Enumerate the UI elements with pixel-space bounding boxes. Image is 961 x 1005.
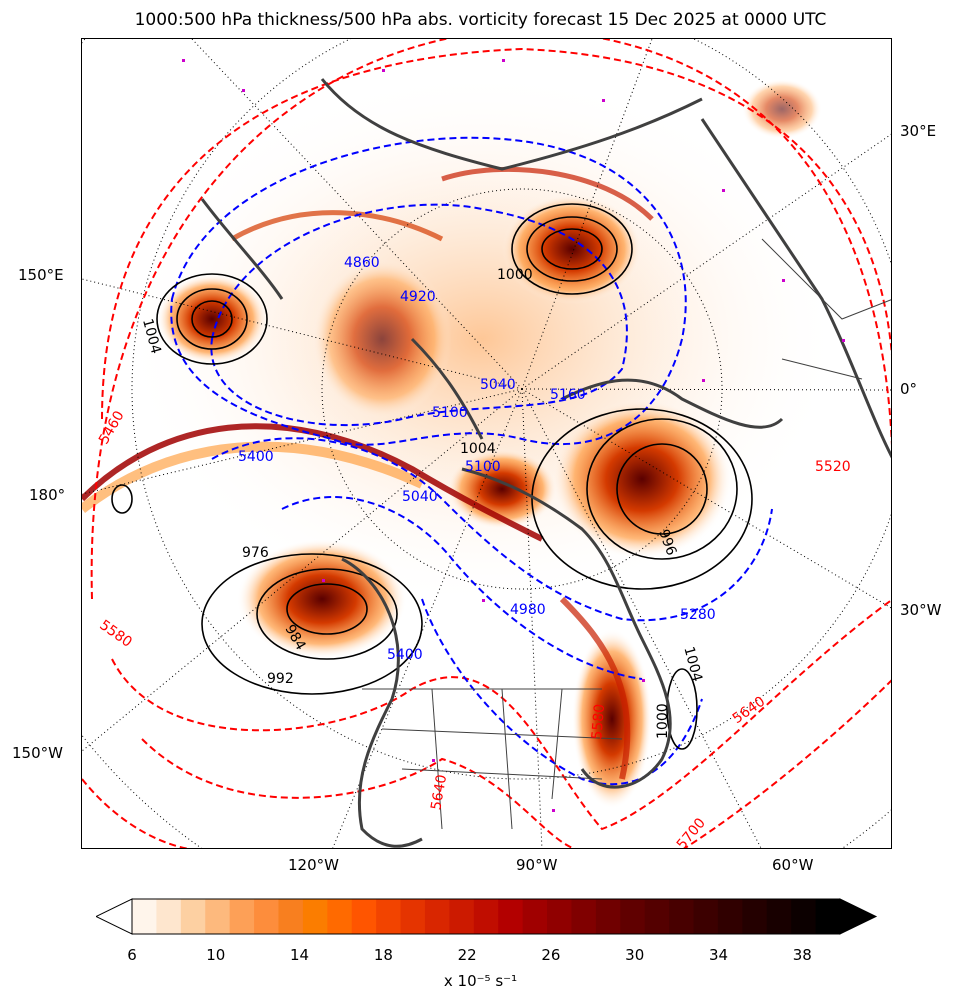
colorbar-cell xyxy=(571,899,597,934)
thickness-low-label: 5040 xyxy=(402,489,438,505)
mslp-label: 1004 xyxy=(680,645,705,684)
colorbar-cell xyxy=(644,899,670,934)
colorbar-cell xyxy=(522,899,548,934)
thickness-cold-contours xyxy=(170,136,773,786)
colorbar-tick-label: 30 xyxy=(625,946,645,964)
colorbar-cell xyxy=(693,899,719,934)
lon-label: 60°W xyxy=(772,856,814,874)
colorbar-cell xyxy=(449,899,475,934)
thickness-low-label: 5040 xyxy=(480,377,516,393)
thickness-low-label: 5400 xyxy=(387,647,423,663)
thickness-high-label: 5700 xyxy=(674,815,709,849)
mslp-label: 976 xyxy=(242,545,269,561)
colorbar-cell xyxy=(156,899,182,934)
colorbar-cell xyxy=(278,899,304,934)
thickness-high-label: 5640 xyxy=(730,694,768,728)
mslp-contours xyxy=(111,203,753,750)
thickness-high-label: 5460 xyxy=(96,408,128,447)
colorbar-tick-label: 18 xyxy=(373,946,393,964)
colorbar-tick-label: 34 xyxy=(708,946,729,964)
colorbar-tick-label: 6 xyxy=(127,946,137,964)
colorbar-tick-label: 26 xyxy=(541,946,561,964)
colorbar-extend-max xyxy=(839,898,878,935)
colorbar-cell xyxy=(351,899,377,934)
lon-label: 30°E xyxy=(900,122,937,140)
lon-label: 150°W xyxy=(12,744,63,762)
colorbar-cells xyxy=(96,898,878,935)
colorbar-cell xyxy=(766,899,792,934)
thickness-low-label: 5160 xyxy=(550,387,586,403)
colorbar-cell xyxy=(327,899,353,934)
mslp-label: 1004 xyxy=(460,441,496,457)
thickness-high-label: 5640 xyxy=(428,773,450,811)
thickness-high-label: 5580 xyxy=(96,617,134,651)
colorbar-cell xyxy=(302,899,328,934)
colorbar-tick-label: 38 xyxy=(792,946,812,964)
colorbar-cell xyxy=(254,899,279,934)
colorbar-cell xyxy=(229,899,255,934)
colorbar-cell xyxy=(180,899,206,934)
colorbar-cell xyxy=(791,899,817,934)
thickness-low-label: 5280 xyxy=(680,607,716,623)
mslp-label: 992 xyxy=(267,671,294,687)
colorbar-tick-label: 22 xyxy=(457,946,477,964)
thickness-low-label: 5100 xyxy=(465,459,501,475)
colorbar-cell xyxy=(376,899,402,934)
colorbar-units: x 10⁻⁵ s⁻¹ xyxy=(443,972,518,990)
station-markers xyxy=(182,59,845,812)
colorbar-cell xyxy=(815,899,841,934)
lon-label: 180° xyxy=(29,486,66,504)
map-canvas: 4860 4920 5040 5100 5160 5280 5400 5040 … xyxy=(82,39,891,849)
colorbar-frame xyxy=(131,898,841,935)
colorbar-cell xyxy=(132,899,157,934)
lon-label: 150°E xyxy=(18,266,64,284)
thickness-warm-contours xyxy=(82,39,891,848)
map-title: 1000:500 hPa thickness/500 hPa abs. vort… xyxy=(134,10,827,30)
polar-stereographic-map: 4860 4920 5040 5100 5160 5280 5400 5040 … xyxy=(81,38,892,849)
thickness-low-label: 4860 xyxy=(344,255,380,271)
thickness-low-label: 5400 xyxy=(238,449,274,465)
colorbar-extend-min xyxy=(96,898,133,935)
mslp-label: 1000 xyxy=(497,267,533,283)
colorbar-cell xyxy=(595,899,621,934)
colorbar-cell xyxy=(717,899,743,934)
colorbar-cell xyxy=(205,899,231,934)
thickness-low-label: 4920 xyxy=(400,289,436,305)
colorbar-cell xyxy=(424,899,450,934)
colorbar-cell xyxy=(498,899,524,934)
colorbar-tick-label: 14 xyxy=(290,946,310,964)
lon-label: 30°W xyxy=(900,601,942,619)
colorbar-cell xyxy=(669,899,695,934)
colorbar-cell xyxy=(473,899,499,934)
vorticity-shading xyxy=(82,69,842,809)
thickness-high-label: 5580 xyxy=(589,703,608,740)
thickness-low-label: 5100 xyxy=(432,405,468,421)
thickness-low-label: 4980 xyxy=(510,602,546,618)
political-borders xyxy=(362,238,891,830)
colorbar-cell xyxy=(742,899,768,934)
colorbar-cell xyxy=(620,899,646,934)
mslp-label: 1000 xyxy=(655,703,671,739)
colorbar-cell xyxy=(547,899,572,934)
lon-label: 120°W xyxy=(288,856,339,874)
colorbar-cell xyxy=(400,899,426,934)
thickness-high-label: 5520 xyxy=(815,459,851,475)
lon-label: 90°W xyxy=(516,856,558,874)
colorbar xyxy=(96,898,878,935)
colorbar-tick-label: 10 xyxy=(206,946,226,964)
lon-label: 0° xyxy=(900,380,918,398)
graticule xyxy=(82,39,891,848)
